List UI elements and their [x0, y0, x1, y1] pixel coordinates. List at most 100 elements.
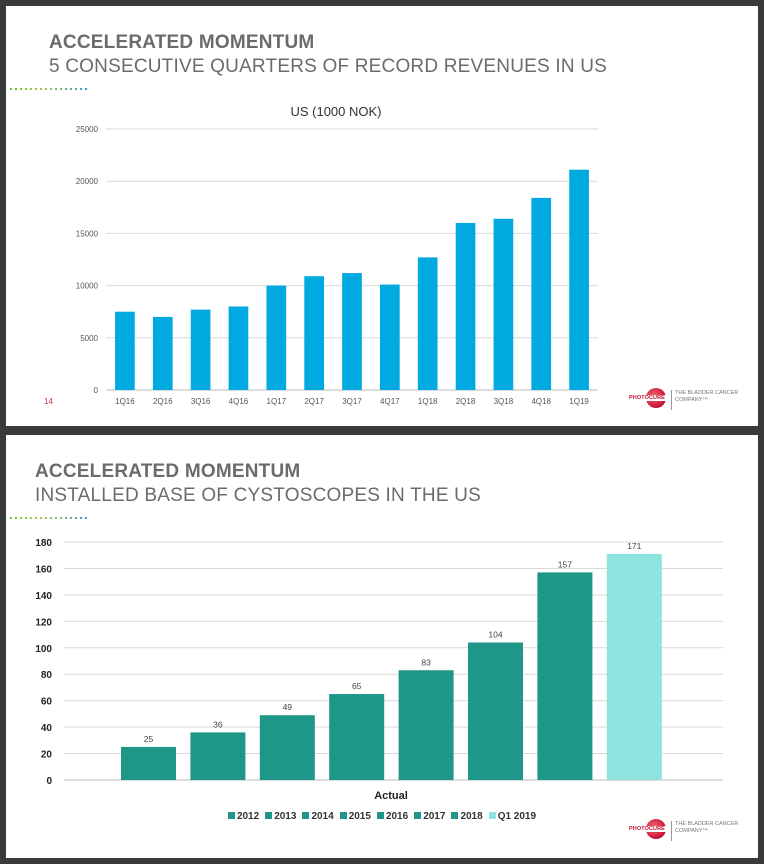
logo-tagline: THE BLADDER CANCER COMPANY™	[675, 821, 739, 834]
x-tick-label: 1Q17	[267, 397, 287, 406]
legend-swatch	[339, 812, 347, 819]
bar	[259, 715, 315, 780]
legend-label: 2018	[460, 811, 483, 822]
data-label: 157	[558, 559, 572, 569]
y-tick-label: 20	[41, 750, 53, 761]
revenue-bar-chart: US (1000 NOK) 0 5000 10000 15000 20000 25000 1…	[76, 104, 598, 406]
photocure-logo: PHOTOCURE THE BLADDER CANCER COMPANY™	[628, 388, 738, 412]
bar	[455, 222, 476, 390]
data-label: 36	[213, 719, 223, 729]
x-tick-label: 3Q18	[494, 397, 514, 406]
slide-installed-base: ACCELERATED MOMENTUM INSTALLED BASE OF C…	[6, 435, 758, 858]
data-label: 25	[144, 734, 154, 744]
data-label: 49	[283, 702, 293, 712]
y-tick-label: 120	[35, 617, 52, 628]
bar	[493, 218, 514, 390]
bar	[152, 316, 173, 390]
legend-item: 2017	[414, 811, 445, 822]
bar	[468, 642, 523, 780]
legend-swatch	[302, 812, 310, 819]
slide-title: ACCELERATED MOMENTUM	[35, 461, 301, 482]
y-tick-label: 0	[46, 776, 52, 787]
legend-swatch	[227, 812, 235, 819]
legend-item: 2012	[227, 811, 260, 822]
slide-revenue: ACCELERATED MOMENTUM 5 CONSECUTIVE QUART…	[6, 6, 758, 426]
x-tick-label: 3Q17	[342, 397, 362, 406]
chart-legend: 2012 2013 2014 2015 2016 2017 2018 Q1 2019	[6, 811, 758, 822]
legend-swatch	[451, 812, 459, 819]
bar	[531, 197, 552, 390]
bar	[266, 285, 287, 390]
data-label: 171	[627, 541, 641, 551]
bar	[342, 273, 362, 390]
logo-tagline: THE BLADDER CANCER COMPANY™	[675, 390, 739, 403]
installed-base-bar-chart: Actual 0 20 40 60 80 100 120 140 160 180 25 36 49 65 8…	[35, 538, 723, 802]
slide-title: ACCELERATED MOMENTUM	[49, 32, 315, 53]
bar	[190, 732, 246, 780]
bar	[569, 169, 589, 390]
legend-item: 2015	[339, 811, 371, 822]
bar	[380, 284, 400, 390]
y-tick-label: 60	[41, 697, 53, 708]
photocure-logo: PHOTOCURE THE BLADDER CANCER COMPANY™	[628, 819, 738, 843]
y-tick-label: 180	[35, 538, 52, 549]
logo-word: PHOTOCURE	[628, 826, 666, 832]
dotted-divider	[10, 88, 90, 90]
legend-label: Q1 2019	[497, 811, 537, 822]
page-number: 14	[44, 397, 53, 406]
legend-item: 2018	[451, 811, 483, 822]
legend-swatch	[414, 812, 422, 819]
bar	[606, 553, 662, 780]
x-tick-label: 4Q18	[531, 397, 551, 406]
y-tick-label: 160	[35, 564, 52, 575]
x-tick-label: 2Q17	[304, 397, 324, 406]
x-tick-label: 4Q16	[229, 397, 249, 406]
legend-label: 2012	[236, 811, 260, 822]
x-tick-label: 2Q18	[456, 397, 476, 406]
legend-item: Q1 2019	[488, 811, 537, 822]
y-tick-label: 100	[35, 644, 52, 655]
legend-label: 2014	[311, 811, 334, 822]
y-tick-label: 80	[41, 670, 53, 681]
y-tick-label: 15000	[76, 229, 99, 238]
chart-title: US (1000 NOK)	[290, 104, 381, 119]
x-tick-label: 1Q18	[418, 397, 438, 406]
data-label: 65	[352, 681, 362, 691]
slide-subtitle: 5 CONSECUTIVE QUARTERS OF RECORD REVENUE…	[49, 56, 608, 77]
legend-item: 2014	[302, 811, 334, 822]
x-axis-label: Actual	[374, 790, 408, 802]
y-tick-label: 0	[94, 386, 99, 395]
x-tick-label: 2Q16	[153, 397, 173, 406]
y-tick-label: 25000	[76, 125, 99, 134]
y-tick-label: 5000	[80, 334, 98, 343]
bar	[115, 311, 135, 390]
slide-subtitle: INSTALLED BASE OF CYSTOSCOPES IN THE US	[35, 485, 481, 506]
legend-label: 2015	[348, 811, 371, 822]
bar	[329, 694, 385, 780]
y-tick-label: 140	[35, 591, 52, 602]
legend-label: 2013	[274, 811, 297, 822]
bar	[398, 670, 454, 780]
data-label: 104	[488, 629, 502, 639]
dotted-divider	[10, 517, 90, 519]
x-tick-label: 4Q17	[380, 397, 400, 406]
legend-swatch	[488, 812, 496, 819]
x-tick-label: 1Q16	[115, 397, 135, 406]
legend-swatch	[265, 812, 273, 819]
legend-swatch	[376, 812, 384, 819]
y-tick-label: 10000	[76, 282, 99, 291]
bar	[190, 309, 211, 390]
x-tick-label: 1Q19	[569, 397, 589, 406]
bar	[304, 276, 324, 390]
legend-item: 2013	[265, 811, 296, 822]
x-tick-label: 3Q16	[191, 397, 211, 406]
logo-word: PHOTOCURE	[628, 395, 666, 401]
bar	[417, 257, 438, 390]
bar	[537, 572, 593, 780]
legend-item: 2016	[376, 811, 409, 822]
data-label: 83	[421, 657, 431, 667]
y-tick-label: 40	[41, 723, 53, 734]
bar	[228, 306, 249, 390]
legend-label: 2017	[423, 811, 446, 822]
legend-label: 2016	[385, 811, 409, 822]
